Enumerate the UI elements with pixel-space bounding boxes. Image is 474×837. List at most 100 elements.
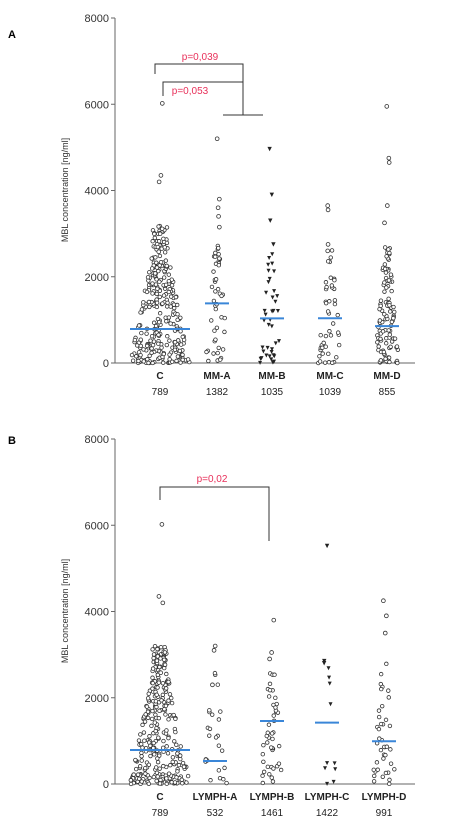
data-point (384, 285, 389, 290)
data-point (260, 780, 266, 786)
data-point (158, 259, 164, 265)
data-point (321, 340, 326, 346)
data-point (267, 681, 273, 687)
outlier-point (158, 173, 164, 178)
data-point (168, 763, 173, 768)
data-point (157, 279, 162, 284)
data-point (156, 735, 161, 740)
data-point (178, 756, 183, 762)
data-point (328, 275, 333, 280)
data-point (179, 777, 185, 782)
data-point (378, 336, 383, 342)
data-point (276, 339, 281, 344)
data-point (155, 774, 160, 779)
data-point (178, 360, 183, 365)
data-point (178, 753, 183, 758)
outlier-point (269, 192, 275, 198)
data-point (266, 280, 271, 285)
data-point (216, 768, 222, 773)
data-point (326, 666, 331, 671)
data-point (224, 780, 229, 786)
data-point (386, 278, 392, 283)
data-point (164, 319, 169, 324)
data-point (264, 353, 269, 358)
data-point (213, 735, 219, 740)
median-value-label: 1461 (261, 808, 284, 819)
data-point (131, 772, 136, 777)
data-point (266, 262, 271, 267)
data-point (153, 765, 159, 770)
median-value-label: 1382 (206, 387, 229, 398)
data-point (275, 309, 280, 314)
data-point (207, 726, 213, 732)
data-point (383, 717, 389, 723)
median-value-label: 789 (152, 808, 169, 819)
outlier-point (156, 249, 162, 255)
data-point (327, 681, 332, 686)
data-point (185, 357, 191, 362)
data-point (387, 250, 392, 256)
data-point (388, 761, 394, 766)
data-point (387, 332, 393, 337)
data-point (134, 354, 139, 359)
outlier-point (271, 617, 277, 623)
data-point (166, 278, 172, 284)
data-point (388, 747, 393, 752)
data-point (219, 748, 225, 753)
data-point (139, 754, 144, 759)
data-point (155, 759, 161, 765)
data-point (145, 715, 151, 721)
data-point (378, 671, 384, 677)
data-point (382, 289, 387, 294)
data-point (145, 357, 150, 362)
data-point (372, 773, 377, 779)
data-point (154, 778, 159, 784)
data-point (155, 244, 161, 250)
data-point (143, 771, 148, 776)
data-point (141, 300, 146, 305)
outlier-point (269, 650, 274, 655)
outlier-point (214, 136, 220, 142)
data-point (335, 330, 341, 335)
data-point (160, 680, 166, 686)
data-point (380, 774, 385, 779)
outlier-point (268, 218, 273, 223)
data-point (172, 340, 178, 345)
x-category-label: MM-C (316, 371, 343, 382)
data-point (378, 298, 384, 303)
data-point (129, 352, 135, 358)
data-point (175, 354, 181, 359)
panel-b-y-axis-label: MBL concentration [ng/ml] (60, 559, 70, 663)
p-value-label: p=0,039 (182, 52, 219, 63)
outlier-point (156, 594, 162, 599)
data-point (169, 359, 175, 364)
data-point (371, 767, 376, 773)
data-point (149, 723, 154, 729)
data-point (389, 319, 395, 325)
y-tick-label: 6000 (85, 99, 109, 111)
data-point (213, 277, 219, 282)
data-point (216, 263, 222, 268)
outlier-point (210, 682, 215, 688)
data-point (153, 282, 159, 287)
data-point (376, 714, 382, 720)
data-point (171, 712, 176, 718)
data-point (270, 261, 275, 266)
data-point (273, 341, 278, 346)
data-point (142, 719, 148, 724)
data-point (162, 657, 167, 662)
data-point (151, 320, 157, 325)
data-point (149, 256, 154, 261)
data-point (264, 290, 269, 295)
data-point (136, 323, 142, 328)
data-point (147, 353, 152, 358)
outlier-point (212, 643, 218, 649)
outlier-point (381, 598, 386, 604)
data-point (159, 698, 164, 703)
data-point (376, 726, 382, 732)
data-point (267, 276, 272, 281)
data-point (151, 740, 156, 746)
outlier-point (160, 101, 165, 106)
data-point (327, 299, 332, 304)
data-point (211, 298, 217, 304)
